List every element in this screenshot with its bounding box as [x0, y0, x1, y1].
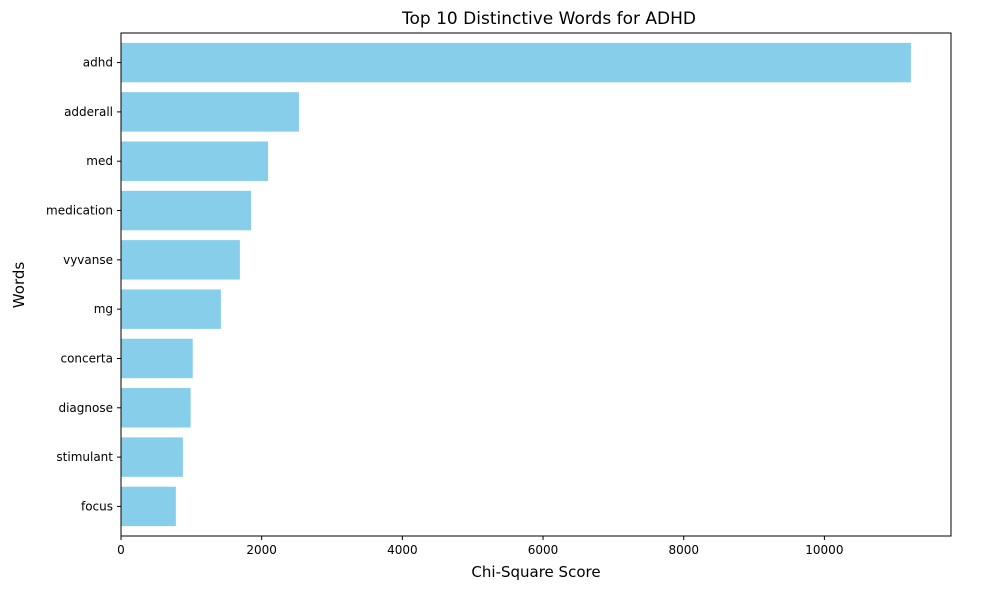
y-axis-ticks: adhd adderall med medication vyvanse mg concer…	[46, 56, 121, 513]
y-tick-label: adderall	[64, 105, 113, 119]
bar-focus	[121, 486, 176, 527]
x-tick-label: 6000	[528, 543, 559, 557]
bar-adderall	[121, 92, 299, 132]
y-tick-label: concerta	[60, 351, 113, 365]
x-tick-label: 0	[117, 543, 125, 557]
y-tick-label: stimulant	[56, 450, 113, 464]
bar-diagnose	[121, 388, 191, 428]
bar-med	[121, 141, 269, 181]
x-tick-label: 2000	[246, 543, 277, 557]
plot-frame	[120, 32, 952, 537]
chart-title: Top 10 Distinctive Words for ADHD	[401, 9, 696, 29]
y-tick-label: focus	[81, 499, 113, 513]
bar-adhd	[121, 42, 911, 83]
x-tick-label: 4000	[387, 543, 418, 557]
y-axis-label: Words	[10, 262, 28, 309]
y-tick-label: adhd	[83, 56, 113, 70]
y-tick-label: medication	[46, 204, 113, 218]
bar-stimulant	[121, 437, 183, 477]
bar-concerta	[121, 338, 193, 379]
y-tick-label: med	[86, 154, 113, 168]
bar-mg	[121, 289, 221, 329]
bar-medication	[121, 190, 252, 231]
bar-vyvanse	[121, 240, 240, 280]
y-tick-label: vyvanse	[63, 253, 113, 267]
bars-group	[121, 42, 911, 527]
y-tick-label: mg	[94, 302, 113, 316]
x-tick-label: 8000	[668, 543, 699, 557]
x-axis-ticks: 0 2000 4000 6000 8000 10000	[117, 536, 843, 557]
x-tick-label: 10000	[805, 543, 843, 557]
x-axis-label: Chi-Square Score	[471, 563, 600, 581]
y-tick-label: diagnose	[58, 401, 113, 415]
